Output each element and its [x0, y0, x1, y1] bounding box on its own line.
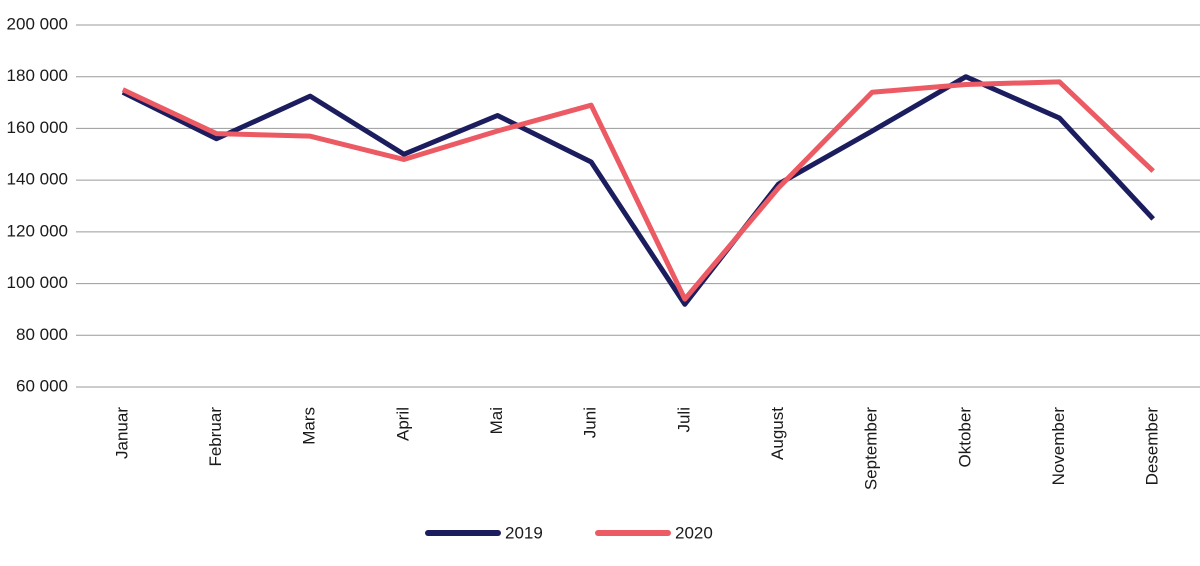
- y-tick-label: 80 000: [16, 325, 68, 344]
- x-tick-label: April: [393, 407, 412, 441]
- x-tick-label: November: [1049, 407, 1068, 486]
- x-tick-label: Desember: [1143, 407, 1162, 486]
- y-tick-label: 120 000: [7, 221, 68, 240]
- y-tick-label: 140 000: [7, 170, 68, 189]
- x-tick-label: Mars: [300, 407, 319, 445]
- x-tick-label: August: [768, 407, 787, 460]
- y-tick-label: 100 000: [7, 273, 68, 292]
- legend-label: 2019: [505, 523, 543, 542]
- y-tick-label: 60 000: [16, 376, 68, 395]
- y-tick-label: 180 000: [7, 66, 68, 85]
- x-tick-label: Juni: [581, 407, 600, 438]
- x-tick-label: Januar: [112, 407, 131, 459]
- y-tick-label: 200 000: [7, 14, 68, 33]
- x-tick-label: Oktober: [955, 407, 974, 468]
- y-tick-label: 160 000: [7, 118, 68, 137]
- x-tick-label: September: [862, 407, 881, 490]
- x-tick-label: Mai: [487, 407, 506, 434]
- x-tick-label: Juli: [674, 407, 693, 433]
- series-line: [121, 74, 1156, 307]
- legend-label: 2020: [675, 523, 713, 542]
- x-tick-label: Februar: [206, 407, 225, 467]
- series-line: [121, 79, 1155, 302]
